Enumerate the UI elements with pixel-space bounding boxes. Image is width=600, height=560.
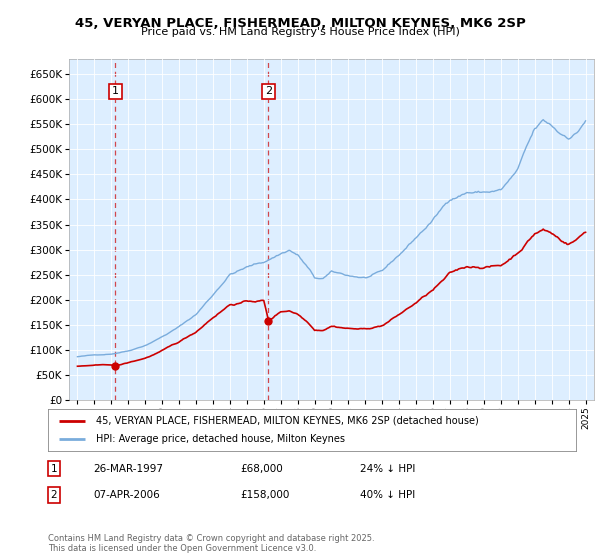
Text: HPI: Average price, detached house, Milton Keynes: HPI: Average price, detached house, Milt… (95, 434, 344, 444)
Text: 45, VERYAN PLACE, FISHERMEAD, MILTON KEYNES, MK6 2SP (detached house): 45, VERYAN PLACE, FISHERMEAD, MILTON KEY… (95, 416, 478, 426)
Text: 2: 2 (265, 86, 272, 96)
Text: £158,000: £158,000 (240, 490, 289, 500)
Text: 07-APR-2006: 07-APR-2006 (93, 490, 160, 500)
Text: 26-MAR-1997: 26-MAR-1997 (93, 464, 163, 474)
Text: 2: 2 (50, 490, 58, 500)
Text: 1: 1 (112, 86, 119, 96)
Text: Price paid vs. HM Land Registry's House Price Index (HPI): Price paid vs. HM Land Registry's House … (140, 27, 460, 37)
Text: £68,000: £68,000 (240, 464, 283, 474)
Text: 45, VERYAN PLACE, FISHERMEAD, MILTON KEYNES, MK6 2SP: 45, VERYAN PLACE, FISHERMEAD, MILTON KEY… (74, 17, 526, 30)
Text: 40% ↓ HPI: 40% ↓ HPI (360, 490, 415, 500)
Text: Contains HM Land Registry data © Crown copyright and database right 2025.
This d: Contains HM Land Registry data © Crown c… (48, 534, 374, 553)
Text: 1: 1 (50, 464, 58, 474)
Text: 24% ↓ HPI: 24% ↓ HPI (360, 464, 415, 474)
